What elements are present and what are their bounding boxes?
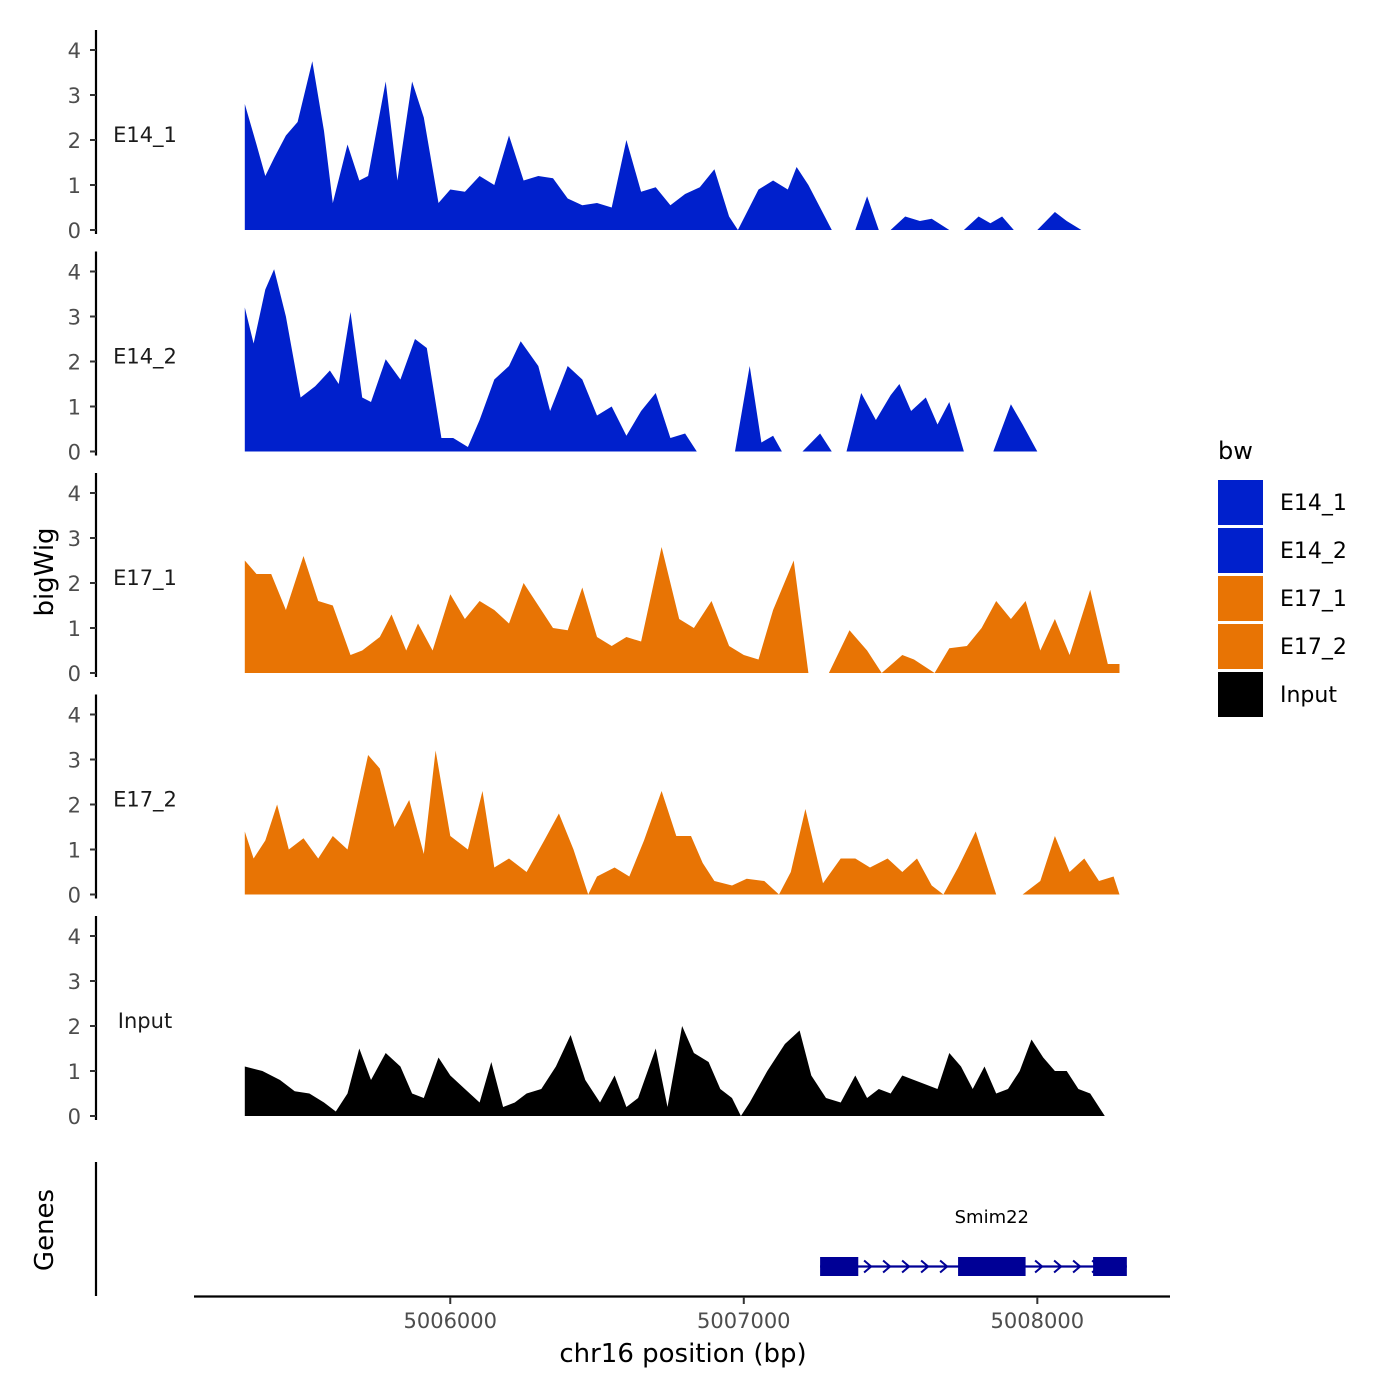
y-tick-label: 3 <box>68 306 81 330</box>
legend-label: E14_2 <box>1280 539 1347 564</box>
track-label: E14_2 <box>113 345 177 370</box>
legend-label: Input <box>1280 683 1337 708</box>
track-label: E17_1 <box>113 566 177 591</box>
y-tick-label: 3 <box>68 970 81 994</box>
y-tick-label: 0 <box>68 662 81 686</box>
strand-arrow <box>920 1259 930 1274</box>
y-tick-label: 3 <box>68 527 81 551</box>
gene-exon <box>958 1257 1026 1276</box>
legend-swatch <box>1218 528 1263 573</box>
coverage-area <box>244 750 1120 895</box>
y-tick-label: 2 <box>68 794 81 818</box>
gene-exon <box>820 1257 859 1276</box>
legend-label: E17_1 <box>1280 587 1347 612</box>
x-tick-label: 5008000 <box>991 1309 1085 1333</box>
x-tick-label: 5007000 <box>697 1309 791 1333</box>
strand-arrow <box>882 1259 892 1274</box>
y-tick-label: 0 <box>68 1105 81 1129</box>
y-tick-label: 2 <box>68 572 81 596</box>
coverage-area <box>244 269 1038 452</box>
x-tick-label: 5006000 <box>403 1309 497 1333</box>
legend-label: E17_2 <box>1280 635 1347 660</box>
y-tick-label: 4 <box>68 704 81 728</box>
y-tick-label: 4 <box>68 482 81 506</box>
track-label: E17_2 <box>113 788 177 813</box>
track-e17-1: 0 1 2 3 4 E17_1 <box>68 473 1120 686</box>
track-e14-2: 0 1 2 3 4 E14_2 <box>68 251 1038 465</box>
legend-swatch <box>1218 480 1263 525</box>
track-e14-1: 0 1 2 3 4 E14_1 <box>68 30 1082 243</box>
y-tick-label: 4 <box>68 39 81 63</box>
track-label: E14_1 <box>113 123 177 148</box>
gene-name-label: Smim22 <box>955 1207 1029 1228</box>
y-tick-label: 0 <box>68 219 81 243</box>
legend-swatch <box>1218 624 1263 669</box>
x-axis-title: chr16 position (bp) <box>559 1339 806 1369</box>
y-tick-label: 1 <box>68 1060 81 1084</box>
y-tick-label: 4 <box>68 925 81 949</box>
y-tick-label: 3 <box>68 84 81 108</box>
coverage-area <box>244 1026 1105 1116</box>
y-tick-label: 4 <box>68 261 81 285</box>
strand-arrow <box>1034 1259 1044 1274</box>
legend-title: bw <box>1218 437 1253 465</box>
y-tick-label: 2 <box>68 351 81 375</box>
gene-exon <box>1093 1257 1127 1276</box>
coverage-area <box>244 61 1082 230</box>
y-tick-label: 1 <box>68 174 81 198</box>
bigwig-tracks: 0 1 2 3 4 E14_1 0 1 2 3 4 E14_2 0 1 2 3 4 E17_1 0 1 2 3 4 E17_2… <box>68 30 1120 1129</box>
legend-label: E14_1 <box>1280 491 1347 516</box>
y-tick-label: 0 <box>68 441 81 465</box>
y-axis-title: bigWig <box>30 527 60 616</box>
genes-axis-title: Genes <box>30 1189 60 1271</box>
strand-arrow <box>901 1259 911 1274</box>
track-e17-2: 0 1 2 3 4 E17_2 <box>68 694 1120 908</box>
legend-swatch <box>1218 672 1263 717</box>
track-label: Input <box>118 1009 172 1033</box>
gene-track: Genes Smim22 <box>30 1162 1127 1296</box>
y-tick-label: 0 <box>68 884 81 908</box>
legend-swatch <box>1218 576 1263 621</box>
y-tick-label: 2 <box>68 1015 81 1039</box>
y-tick-label: 1 <box>68 839 81 863</box>
strand-arrow <box>1053 1259 1063 1274</box>
track-input: 0 1 2 3 4 Input <box>68 916 1105 1129</box>
coverage-area <box>244 547 1120 673</box>
strand-arrow <box>1072 1259 1082 1274</box>
strand-arrow <box>863 1259 873 1274</box>
gene-smim22: Smim22 <box>820 1207 1127 1276</box>
strand-arrow <box>939 1259 949 1274</box>
y-tick-label: 1 <box>68 617 81 641</box>
y-tick-label: 2 <box>68 129 81 153</box>
legend: bw E14_1 E14_2 E17_1 E17_2 Input <box>1218 437 1347 717</box>
y-tick-label: 3 <box>68 749 81 773</box>
y-tick-label: 1 <box>68 396 81 420</box>
x-axis: chr16 position (bp) 5006000 5007000 500800… <box>194 1295 1170 1369</box>
